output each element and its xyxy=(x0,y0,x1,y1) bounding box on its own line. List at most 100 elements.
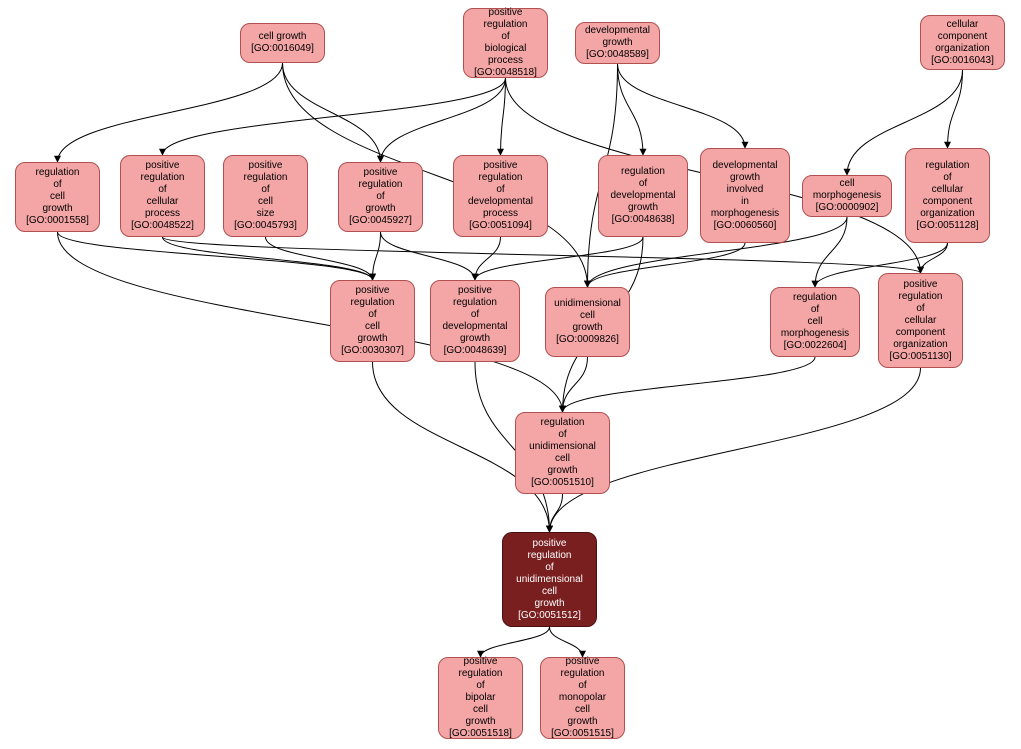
node-reg_cell_morph[interactable]: regulationofcellmorphogenesis[GO:0022604… xyxy=(770,287,860,357)
node-label-line: cell growth xyxy=(259,31,307,43)
node-label-line: positive xyxy=(566,656,600,668)
node-label-line: process xyxy=(483,208,518,220)
node-label-line: morphogenesis xyxy=(711,208,779,220)
node-dev_growth_morph[interactable]: developmentalgrowthinvolvedinmorphogenes… xyxy=(700,148,790,243)
node-label-line: regulation xyxy=(541,417,585,429)
node-label-line: process xyxy=(488,55,523,67)
node-pos_reg_cell_comp_org[interactable]: positiveregulationofcellularcomponentorg… xyxy=(878,273,963,368)
edge-pos_reg_unidim-pos_reg_bipolar xyxy=(481,627,550,657)
node-label-line: cell xyxy=(542,586,557,598)
node-pos_reg_cell_growth[interactable]: positiveregulationofcellgrowth[GO:003030… xyxy=(330,280,415,362)
node-label-line: monopolar xyxy=(559,692,606,704)
node-pos_reg_monopolar[interactable]: positiveregulationofmonopolarcellgrowth[… xyxy=(540,657,625,739)
node-label-line: [GO:0048518] xyxy=(474,67,537,79)
node-label-line: cellular xyxy=(147,196,179,208)
node-reg_unidim[interactable]: regulationofunidimensionalcellgrowth[GO:… xyxy=(515,412,610,494)
node-label-line: of xyxy=(471,309,479,321)
node-label-line: [GO:0016049] xyxy=(251,43,314,55)
node-label-line: regulation xyxy=(484,19,528,31)
node-label-line: developmental xyxy=(468,196,533,208)
node-pos_reg_growth[interactable]: positiveregulationofgrowth[GO:0045927] xyxy=(338,162,423,232)
node-label-line: of xyxy=(368,309,376,321)
edge-pos_reg_bio-pos_reg_dev_proc xyxy=(501,78,506,155)
node-label-line: developmental xyxy=(585,25,650,37)
node-label-line: regulation xyxy=(459,668,503,680)
node-label-line: of xyxy=(261,184,269,196)
node-label-line: positive xyxy=(904,279,938,291)
node-label-line: morphogenesis xyxy=(781,328,849,340)
edge-pos_reg_growth-pos_reg_dev_growth xyxy=(381,232,476,280)
node-label-line: cellular xyxy=(905,315,937,327)
node-label-line: component xyxy=(923,196,972,208)
edge-pos_reg_growth-pos_reg_cell_growth xyxy=(373,232,381,280)
node-label-line: [GO:0001558] xyxy=(26,215,89,227)
node-pos_reg_bio[interactable]: positiveregulationofbiologicalprocess[GO… xyxy=(463,8,548,78)
node-label-line: [GO:0016043] xyxy=(931,55,994,67)
node-pos_reg_cell_size[interactable]: positiveregulationofcellsize[GO:0045793] xyxy=(223,155,308,237)
node-label-line: [GO:0051512] xyxy=(518,610,581,622)
node-label-line: [GO:0045927] xyxy=(349,215,412,227)
node-label-line: organization xyxy=(935,43,989,55)
node-unidim_cell_growth[interactable]: unidimensionalcellgrowth[GO:0009826] xyxy=(545,287,630,357)
node-label-line: cell xyxy=(807,316,822,328)
node-reg_cell_growth[interactable]: regulationofcellgrowth[GO:0001558] xyxy=(15,162,100,232)
node-label-line: size xyxy=(257,208,275,220)
node-label-line: growth xyxy=(365,203,395,215)
node-label-line: of xyxy=(501,31,509,43)
node-label-line: [GO:0051128] xyxy=(916,220,978,232)
node-label-line: [GO:0045793] xyxy=(234,220,297,232)
node-pos_reg_unidim[interactable]: positiveregulationofunidimensionalcellgr… xyxy=(502,532,597,627)
edge-cell_morph-reg_cell_morph xyxy=(815,217,847,287)
edge-dev_growth-reg_dev_growth xyxy=(618,64,644,155)
node-reg_dev_growth[interactable]: regulationofdevelopmentalgrowth[GO:00486… xyxy=(598,155,688,237)
node-pos_reg_cell_proc[interactable]: positiveregulationofcellularprocess[GO:0… xyxy=(120,155,205,237)
edge-cell_comp_org-reg_cell_comp_org xyxy=(948,70,963,148)
node-label-line: growth xyxy=(460,333,490,345)
node-label-line: cell xyxy=(580,310,595,322)
node-label-line: growth xyxy=(572,322,602,334)
node-pos_reg_dev_growth[interactable]: positiveregulationofdevelopmentalgrowth[… xyxy=(430,280,520,362)
node-label-line: regulation xyxy=(479,172,523,184)
node-label-line: of xyxy=(578,680,586,692)
node-label-line: of xyxy=(53,179,61,191)
node-label-line: [GO:0048639] xyxy=(444,345,507,357)
node-cell_growth[interactable]: cell growth[GO:0016049] xyxy=(240,23,325,63)
edge-reg_dev_growth-pos_reg_dev_growth xyxy=(475,237,643,280)
node-label-line: cellular xyxy=(932,184,964,196)
edge-reg_cell_morph-reg_unidim xyxy=(563,357,816,412)
node-label-line: positive xyxy=(458,285,492,297)
edge-layer xyxy=(0,0,1021,749)
edge-pos_reg_cell_proc-pos_reg_cell_comp_org xyxy=(163,237,921,273)
node-label-line: regulation xyxy=(621,166,665,178)
node-cell_comp_org[interactable]: cellularcomponentorganization[GO:0016043… xyxy=(920,15,1005,70)
node-label-line: regulation xyxy=(359,179,403,191)
node-label-line: regulation xyxy=(528,550,572,562)
edge-reg_cell_growth-pos_reg_cell_growth xyxy=(58,232,373,280)
edge-pos_reg_dev_proc-pos_reg_dev_growth xyxy=(475,237,501,280)
node-label-line: [GO:0051130] xyxy=(889,351,951,363)
edge-pos_reg_cell_size-pos_reg_cell_growth xyxy=(266,237,373,280)
node-cell_morph[interactable]: cellmorphogenesis[GO:0000902] xyxy=(802,175,892,217)
node-label-line: cell xyxy=(575,704,590,716)
node-label-line: cell xyxy=(258,196,273,208)
node-reg_cell_comp_org[interactable]: regulationofcellularcomponentorganizatio… xyxy=(905,148,990,243)
node-label-line: growth xyxy=(465,716,495,728)
node-label-line: positive xyxy=(484,160,518,172)
node-label-line: [GO:0048522] xyxy=(131,220,194,232)
node-label-line: growth xyxy=(357,333,387,345)
node-pos_reg_dev_proc[interactable]: positiveregulationofdevelopmentalprocess… xyxy=(453,155,548,237)
node-label-line: growth xyxy=(567,716,597,728)
node-label-line: regulation xyxy=(351,297,395,309)
node-label-line: [GO:0048638] xyxy=(612,214,675,226)
node-label-line: of xyxy=(639,178,647,190)
edge-dev_growth-dev_growth_morph xyxy=(618,64,746,148)
node-label-line: positive xyxy=(364,167,398,179)
node-label-line: [GO:0051518] xyxy=(449,728,512,740)
node-label-line: regulation xyxy=(36,167,80,179)
node-label-line: cell xyxy=(50,191,65,203)
node-dev_growth[interactable]: developmentalgrowth[GO:0048589] xyxy=(575,22,660,64)
node-label-line: regulation xyxy=(561,668,605,680)
node-pos_reg_bipolar[interactable]: positiveregulationofbipolarcellgrowth[GO… xyxy=(438,657,523,739)
node-label-line: of xyxy=(811,304,819,316)
node-label-line: [GO:0051510] xyxy=(531,477,594,489)
